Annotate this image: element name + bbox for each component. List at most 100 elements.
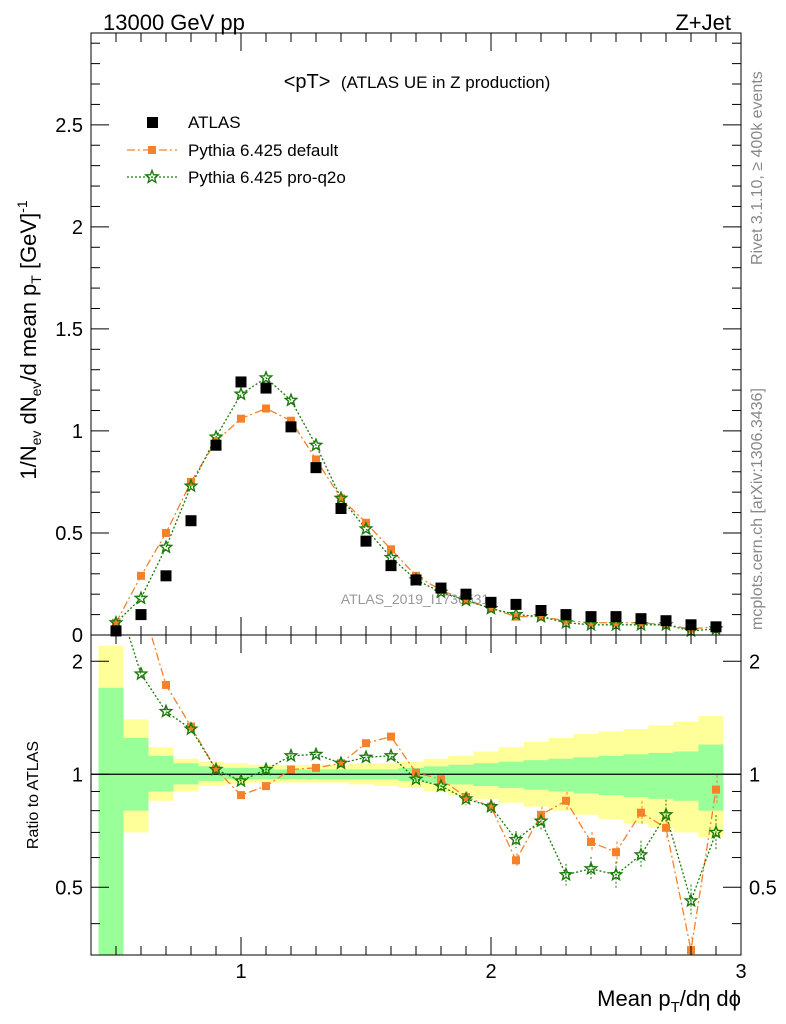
- x-tick-label: 2: [485, 961, 496, 983]
- point-default: [137, 571, 145, 580]
- point-default: [587, 618, 595, 627]
- main-y-tick-label: 2.5: [55, 115, 83, 137]
- x-tick-label: 3: [735, 961, 746, 983]
- main-y-tick-label: 1.5: [55, 319, 83, 341]
- ratio-point-default: [312, 763, 320, 772]
- point-default: [112, 618, 120, 627]
- point-default: [312, 455, 320, 464]
- point-default: [262, 404, 270, 413]
- ratio-band-inner: [523, 760, 549, 790]
- point-atlas: [560, 609, 572, 621]
- point-atlas: [610, 611, 622, 623]
- ratio-point-proq2o: [208, 761, 224, 776]
- ratio-point-default: [262, 782, 270, 791]
- ratio-y-tick-label: 2: [72, 651, 83, 673]
- point-default: [287, 416, 295, 425]
- ratio-band-inner: [548, 758, 574, 792]
- ratio-point-default: [287, 765, 295, 774]
- ratio-point-proq2o: [408, 771, 424, 786]
- point-proq2o: [133, 590, 149, 605]
- ratio-point-default: [587, 838, 595, 847]
- point-proq2o: [308, 437, 324, 452]
- point-proq2o: [333, 490, 349, 505]
- point-atlas: [410, 574, 422, 586]
- ratio-point-default: [662, 823, 670, 832]
- main-y-tick-label: 1: [72, 421, 83, 443]
- legend-marker-atlas: [147, 117, 158, 128]
- ratio-point-default: [362, 739, 370, 748]
- ratio-band-inner: [623, 754, 649, 797]
- ratio-point-default: [387, 732, 395, 741]
- x-tick-label: 1: [235, 961, 246, 983]
- point-default: [237, 414, 245, 423]
- ratio-point-default: [512, 856, 520, 865]
- ratio-point-proq2o: [658, 806, 674, 822]
- point-atlas: [660, 615, 672, 627]
- ratio-point-default: [462, 792, 470, 801]
- point-atlas: [635, 613, 647, 625]
- point-atlas: [185, 515, 197, 527]
- ratio-y-axis: 0.5 0.5 1 1 2 2: [55, 651, 777, 925]
- ratio-point-proq2o: [308, 746, 324, 761]
- ratio-band-inner: [148, 755, 174, 792]
- ratio-point-default: [712, 785, 720, 794]
- ratio-point-proq2o: [258, 761, 274, 776]
- main-y-tick-label: 0: [72, 625, 83, 647]
- point-atlas: [235, 376, 247, 388]
- point-default: [387, 545, 395, 554]
- main-series-layer: [108, 369, 724, 638]
- analysis-watermark: ATLAS_2019_I1736531: [341, 591, 490, 607]
- ratio-y-tick-label: 0.5: [55, 877, 83, 899]
- point-proq2o: [558, 614, 574, 630]
- point-atlas: [335, 502, 347, 514]
- point-proq2o: [233, 386, 249, 401]
- point-atlas: [135, 609, 147, 621]
- point-proq2o: [508, 606, 524, 621]
- ratio-y-tick-label-right: 0.5: [749, 877, 777, 899]
- ratio-point-proq2o: [533, 813, 549, 828]
- ratio-band-inner: [598, 755, 624, 796]
- ratio-point-proq2o: [110, 589, 121, 600]
- point-proq2o: [208, 429, 224, 444]
- point-proq2o: [383, 549, 399, 564]
- ratio-y-tick-label: 1: [72, 764, 83, 786]
- legend: ATLAS Pythia 6.425 default Pythia 6.425 …: [127, 113, 346, 187]
- ratio-point-proq2o: [633, 846, 649, 862]
- ratio-point-proq2o: [483, 798, 499, 814]
- ratio-point-default: [112, 591, 120, 599]
- ratio-point-default: [562, 796, 570, 805]
- ratio-point-default: [337, 759, 345, 768]
- ratio-point-proq2o: [458, 790, 474, 806]
- point-atlas: [285, 421, 297, 433]
- point-atlas: [485, 596, 497, 608]
- plot-title-main: <pT>: [284, 71, 331, 93]
- ratio-point-proq2o: [683, 892, 699, 908]
- point-proq2o: [158, 539, 174, 554]
- main-panel: 0 0.5 1 1.5 2 2.5 <pT> (ATLAS UE in Z product…: [14, 32, 742, 647]
- x-axis-label: Mean pT/dη dϕ: [597, 986, 741, 1016]
- series-line-proq2o: [115, 377, 717, 632]
- point-atlas: [435, 582, 447, 594]
- ratio-band-inner: [673, 751, 699, 801]
- rivet-version-label: Rivet 3.1.10, ≥ 400k events: [749, 71, 766, 265]
- legend-label-atlas: ATLAS: [188, 113, 241, 132]
- legend-marker-proq2o: [143, 168, 161, 184]
- ratio-point-proq2o: [433, 778, 449, 793]
- main-y-tick-label: 2: [72, 217, 83, 239]
- ratio-point-proq2o: [608, 866, 624, 882]
- ratio-point-default: [612, 848, 620, 857]
- ratio-point-proq2o: [583, 860, 599, 876]
- main-y-axis-label: 1/Nev dNev/d mean pT [GeV]-1: [14, 200, 44, 480]
- mcplots-label: mcplots.cern.ch [arXiv:1306.3436]: [749, 388, 766, 630]
- ratio-point-proq2o: [133, 666, 149, 681]
- ratio-point-default: [162, 680, 170, 689]
- point-atlas: [160, 570, 172, 582]
- ratio-point-default: [187, 722, 195, 731]
- header-process-label: Z+Jet: [675, 10, 731, 35]
- ratio-point-proq2o: [158, 703, 174, 718]
- legend-label-default: Pythia 6.425 default: [188, 141, 339, 160]
- plot-title-sub: (ATLAS UE in Z production): [341, 73, 550, 92]
- ratio-point-proq2o: [183, 721, 199, 736]
- point-default: [562, 616, 570, 625]
